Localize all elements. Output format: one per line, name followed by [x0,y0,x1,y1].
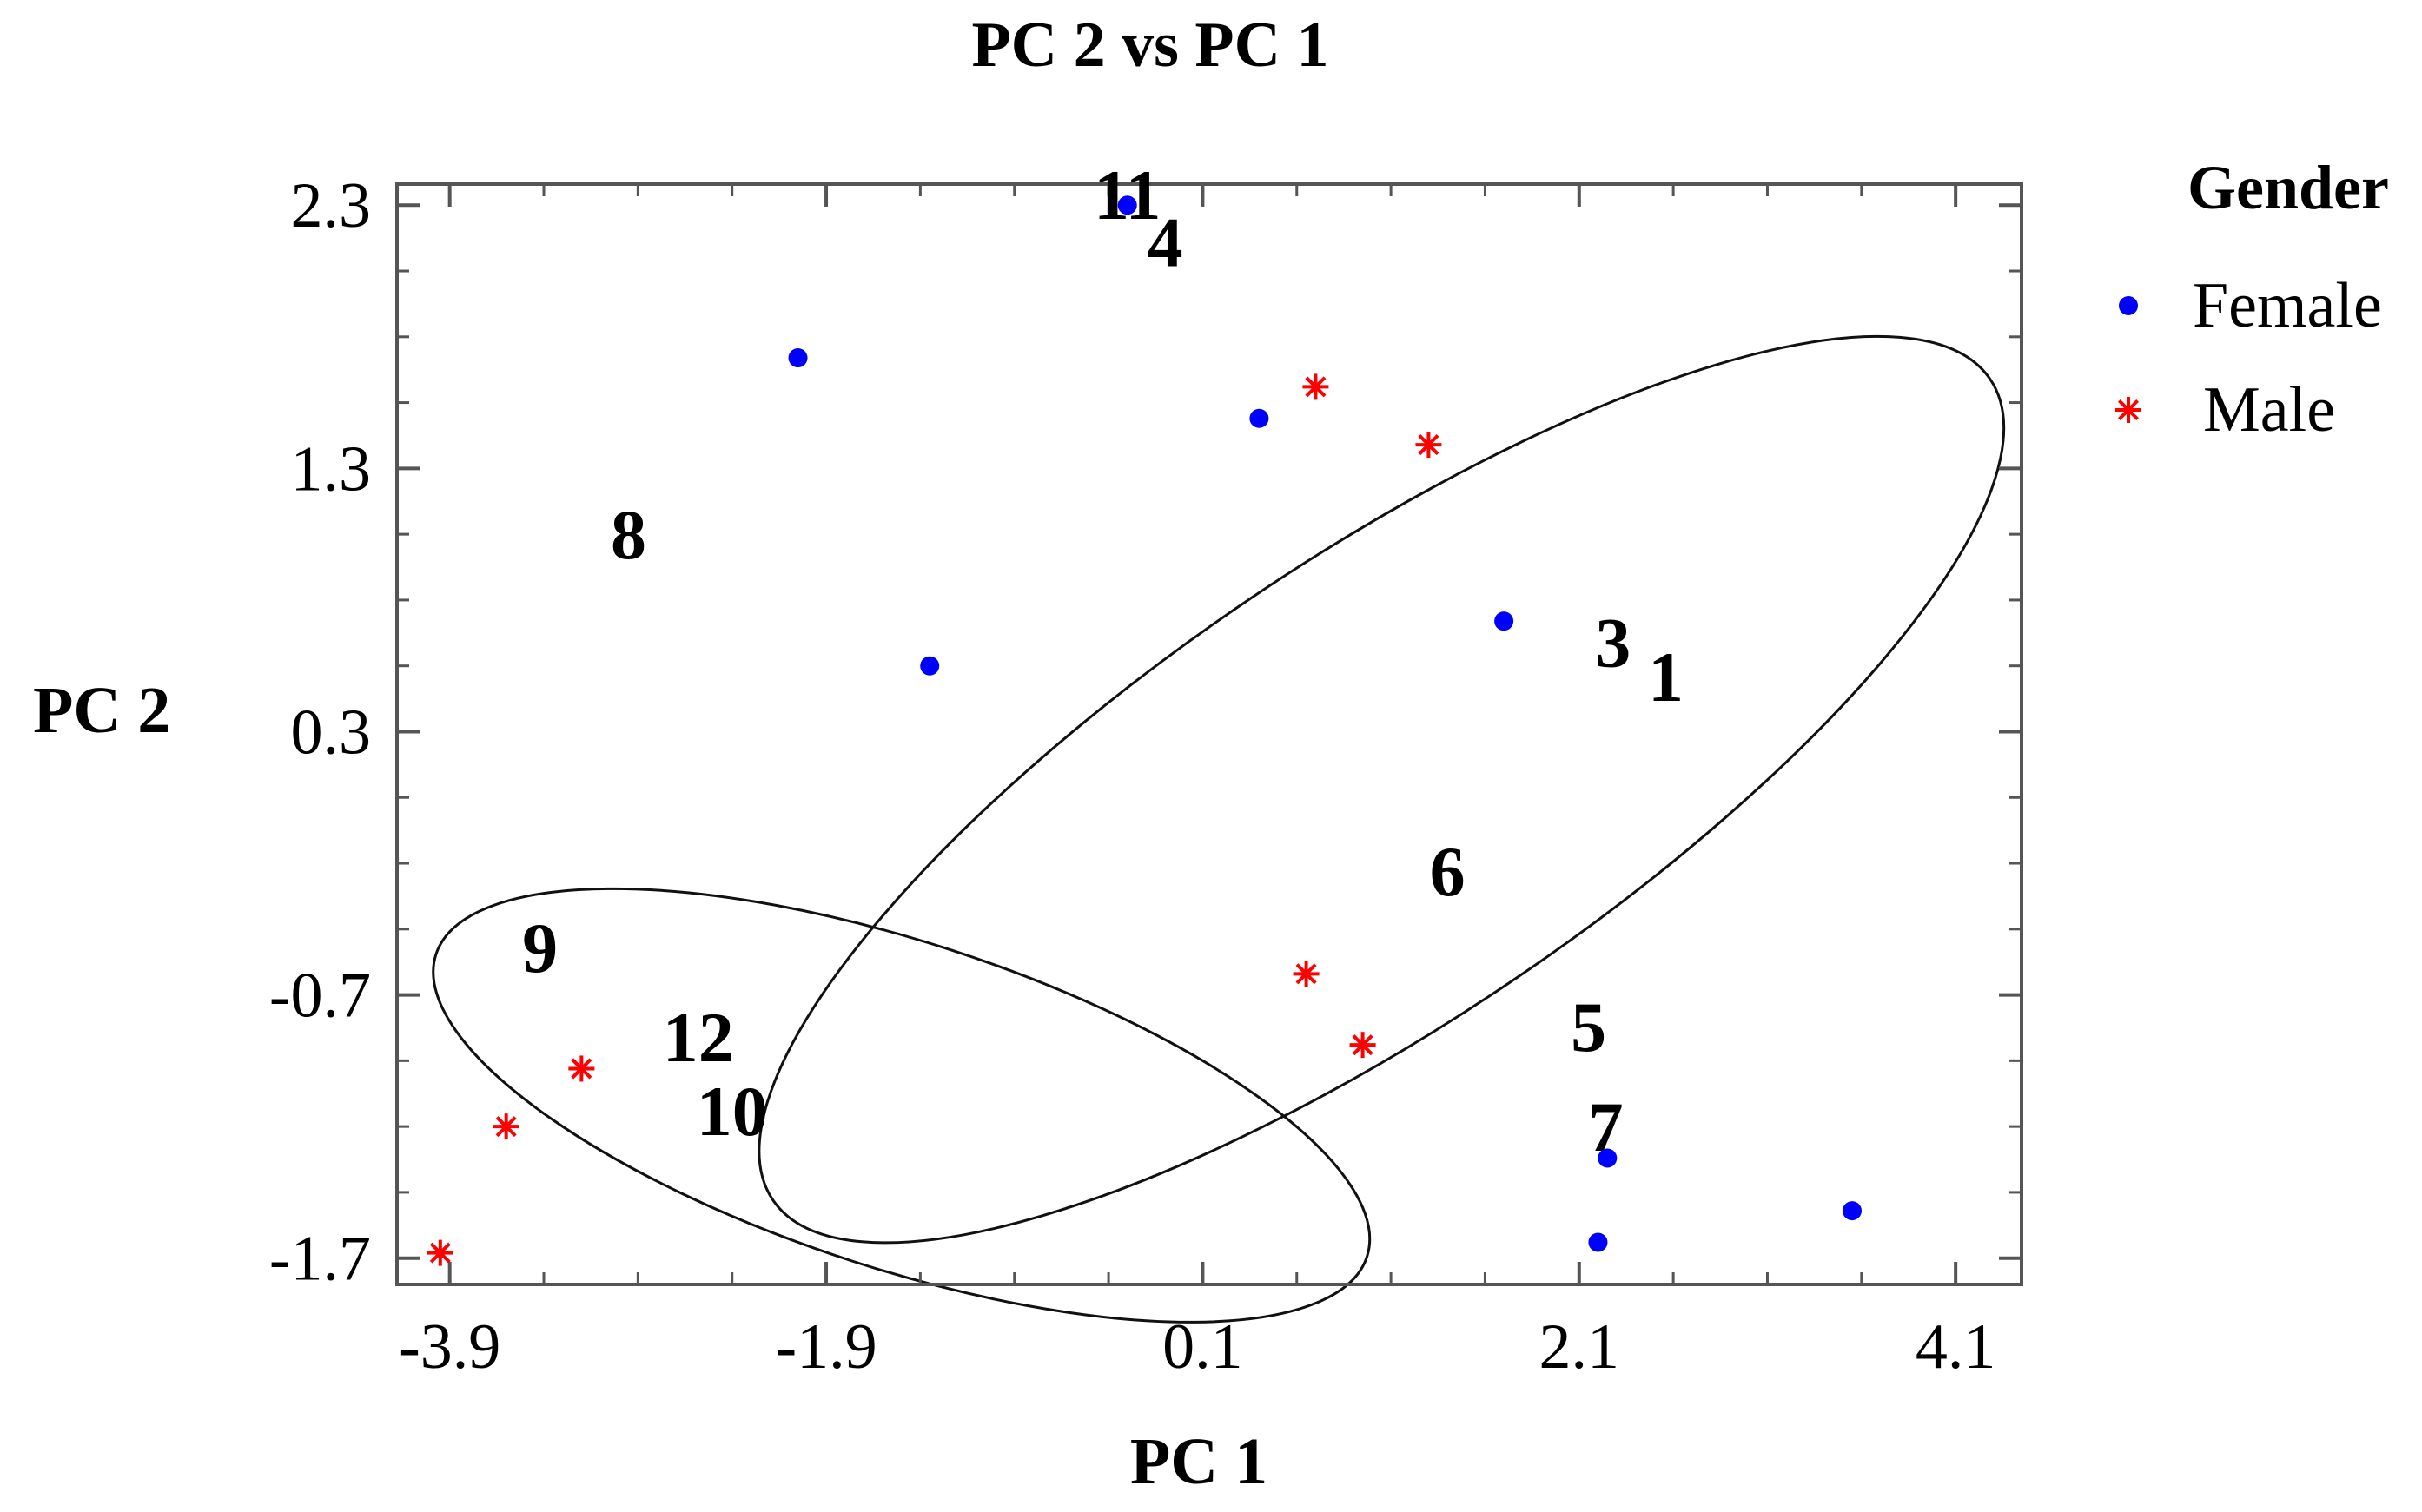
y-tick-label: 2.3 [291,170,372,241]
x-tick-label: -1.9 [775,1311,877,1383]
point-label: 1 [1648,637,1684,716]
point-female [1598,1148,1618,1168]
point-label: 8 [611,495,646,574]
point-male [568,1055,595,1082]
point-male [427,1239,453,1266]
point-label: 12 [663,998,734,1077]
y-tick-label: 1.3 [291,433,372,505]
y-axis-ticks: -1.7 -0.7 0.3 1.3 2.3 [269,170,2022,1295]
x-tick-label: -3.9 [399,1311,500,1383]
chart-title: PC 2 vs PC 1 [971,10,1328,81]
confidence-ellipses [432,334,2006,1324]
legend-label-female: Female [2193,270,2382,341]
legend-marker-male [2115,397,2141,423]
plot-frame [395,182,2023,1286]
legend-label-male: Male [2203,374,2335,446]
point-male [1293,961,1320,987]
x-tick-label: 4.1 [1916,1311,1996,1383]
point-male [1302,373,1329,400]
legend-title: Gender [2187,153,2389,222]
ellipse-male [432,887,1372,1324]
point-label: 6 [1430,832,1466,911]
y-tick-label: -1.7 [269,1224,371,1295]
x-tick-label: 0.1 [1162,1311,1243,1383]
legend: Gender Female Male [2115,153,2389,446]
point-label: 3 [1595,603,1631,682]
y-tick-label: -0.7 [269,961,371,1032]
legend-marker-female [2119,296,2138,315]
y-tick-label: 0.3 [291,697,372,768]
point-female [1249,408,1269,428]
x-axis-ticks: -3.9 -1.9 0.1 2.1 4.1 [399,184,1995,1383]
point-label: 10 [697,1072,768,1151]
point-label: 5 [1571,987,1606,1066]
point-female [1494,611,1514,631]
point-female [1842,1201,1862,1221]
point-label: 11 [1094,155,1161,234]
point-female [788,348,808,368]
point-male [1415,432,1442,459]
point-female [920,656,940,676]
y-axis-title: PC 2 [33,674,170,747]
point-male [1349,1032,1376,1059]
legend-entries: Female Male [2115,270,2382,446]
point-label: 9 [522,908,558,987]
point-male [493,1113,519,1140]
point-label: 4 [1148,203,1183,282]
ellipse-female [758,334,2006,1245]
x-axis-title: PC 1 [1130,1425,1267,1498]
point-female [1117,195,1137,215]
point-female [1588,1232,1608,1252]
x-tick-label: 2.1 [1539,1311,1620,1383]
data-points [427,195,1862,1266]
